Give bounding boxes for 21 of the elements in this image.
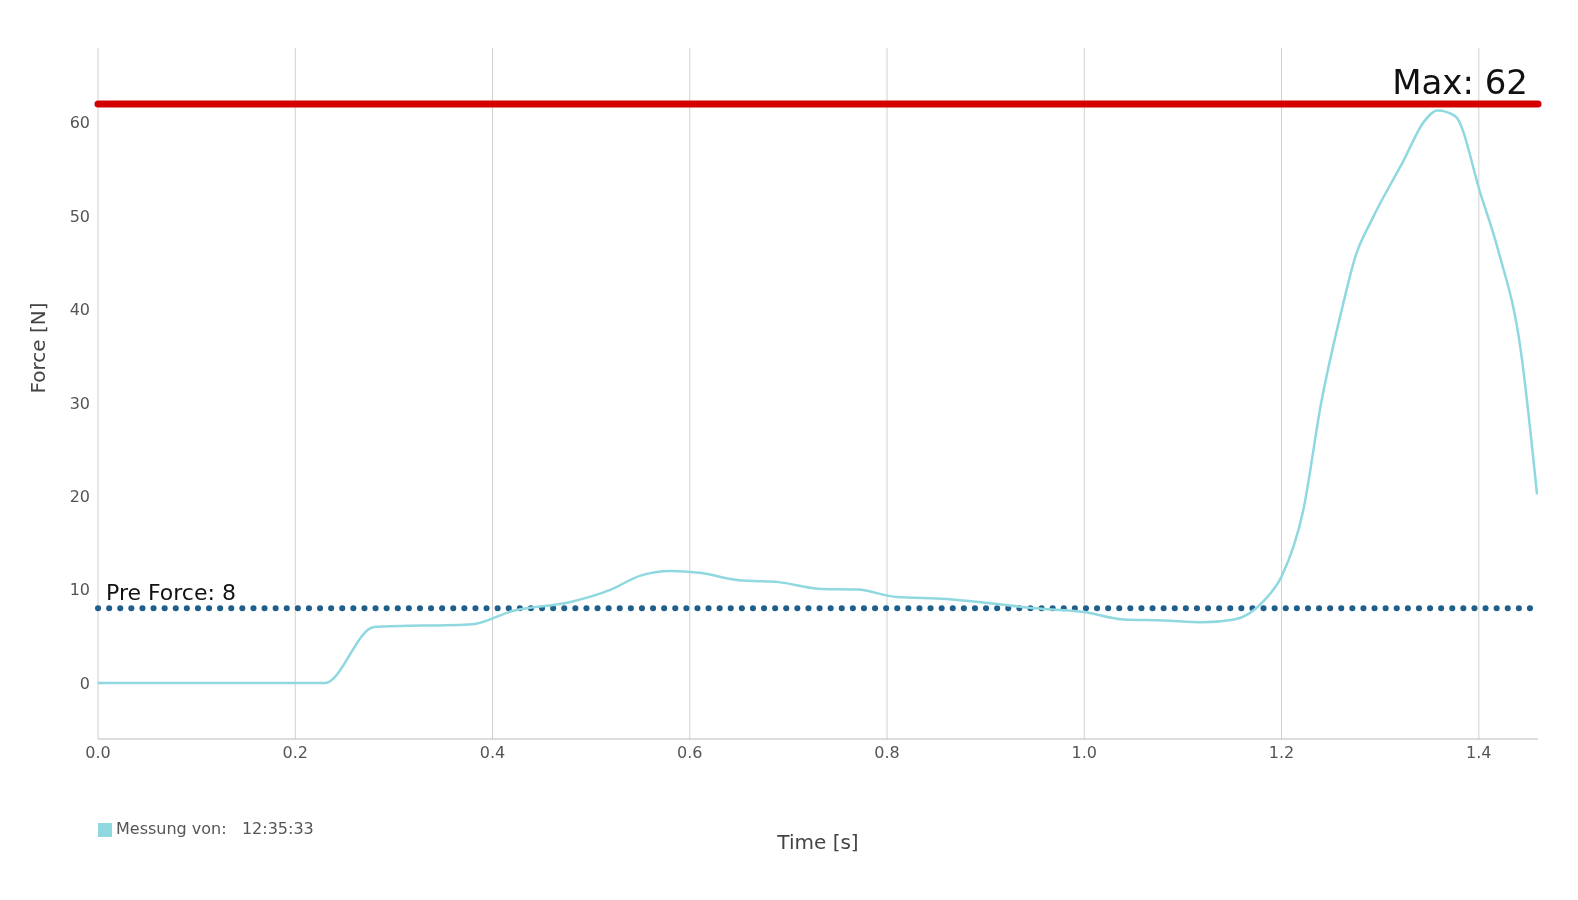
x-tick-label: 0.0 (85, 743, 111, 763)
x-tick-label: 0.8 (874, 743, 900, 763)
y-tick-label: 50 (69, 206, 90, 226)
ref-line-label: Max: 62 (1392, 62, 1528, 103)
x-axis-title: Time [s] (776, 830, 859, 854)
line-series (98, 109, 1538, 685)
x-tick-label: 1.0 (1071, 743, 1098, 763)
legend-label: Messung von: 12:35:33 (116, 819, 314, 838)
y-tick-label: 10 (69, 580, 90, 600)
ref-line-label: Pre Force: 8 (106, 580, 236, 606)
x-tick-label: 0.6 (677, 743, 703, 763)
y-tick-label: 30 (69, 393, 90, 413)
y-tick-label: 0 (79, 673, 90, 693)
x-tick-label: 1.2 (1268, 743, 1295, 763)
x-tick-label: 1.4 (1466, 743, 1492, 763)
y-tick-label: 60 (69, 113, 90, 133)
y-tick-label: 40 (69, 300, 90, 320)
y-axis-title: Force [N] (26, 302, 51, 394)
y-tick-label: 20 (69, 486, 90, 506)
x-tick-label: 0.2 (282, 743, 308, 763)
x-tick-label: 0.4 (479, 743, 506, 763)
